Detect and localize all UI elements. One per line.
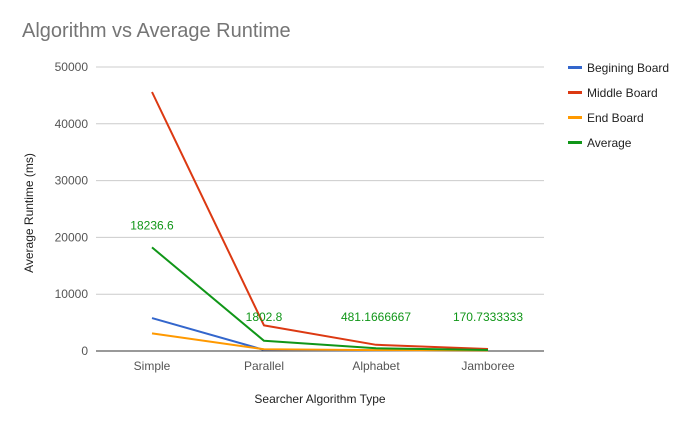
series-lines bbox=[151, 91, 489, 352]
y-tick-label: 20000 bbox=[55, 230, 89, 244]
legend-swatch bbox=[568, 116, 582, 119]
series-line-average bbox=[151, 246, 489, 351]
legend-swatch bbox=[568, 91, 582, 94]
x-tick-label: Alphabet bbox=[352, 359, 400, 373]
y-tick-label: 0 bbox=[81, 344, 88, 358]
x-axis-title: Searcher Algorithm Type bbox=[254, 392, 386, 406]
legend-label: End Board bbox=[587, 111, 644, 125]
series-line-middle-board bbox=[151, 91, 489, 350]
y-tick-label: 50000 bbox=[55, 60, 89, 74]
legend-label: Average bbox=[587, 136, 632, 150]
x-tick-label: Jamboree bbox=[461, 359, 515, 373]
gridlines bbox=[96, 66, 544, 352]
x-tick-label: Simple bbox=[134, 359, 171, 373]
y-tick-label: 40000 bbox=[55, 117, 89, 131]
legend-label: Middle Board bbox=[587, 86, 658, 100]
legend-swatch bbox=[568, 66, 582, 69]
chart-title: Algorithm vs Average Runtime bbox=[22, 20, 291, 42]
x-tick-labels: Simple Parallel Alphabet Jamboree bbox=[134, 359, 515, 373]
data-label: 1802.8 bbox=[246, 310, 283, 324]
y-tick-label: 10000 bbox=[55, 287, 89, 301]
data-label: 18236.6 bbox=[130, 218, 174, 232]
data-label: 170.7333333 bbox=[453, 310, 523, 324]
data-labels: 18236.6 1802.8 481.1666667 170.7333333 bbox=[130, 218, 523, 324]
legend-label: Begining Board bbox=[587, 61, 670, 75]
y-axis-title: Average Runtime (ms) bbox=[22, 153, 36, 273]
data-label: 481.1666667 bbox=[341, 310, 411, 324]
y-tick-labels: 0 10000 20000 30000 40000 50000 bbox=[55, 60, 89, 358]
legend-swatch bbox=[568, 141, 582, 144]
x-tick-label: Parallel bbox=[244, 359, 284, 373]
series-line-end-board bbox=[151, 332, 489, 352]
y-tick-label: 30000 bbox=[55, 174, 89, 188]
